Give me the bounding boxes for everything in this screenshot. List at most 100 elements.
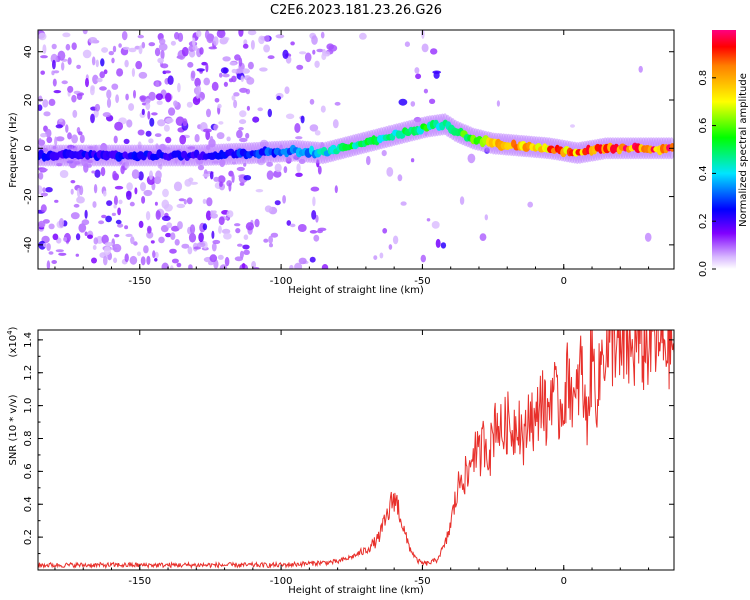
heatmap-noise-blob: [133, 241, 138, 246]
heatmap-noise-blob: [52, 233, 59, 241]
heatmap-noise-blob: [151, 112, 158, 116]
heatmap-noise-blob: [644, 232, 652, 242]
heatmap-noise-blob: [267, 108, 272, 118]
heatmap-noise-blob: [173, 100, 178, 107]
heatmap-noise-blob: [194, 77, 201, 88]
heatmap-noise-blob: [154, 251, 159, 259]
heatmap-noise-blob: [239, 137, 248, 143]
heatmap-noise-blob: [233, 92, 240, 97]
heatmap-noise-blob: [250, 40, 255, 50]
heatmap-noise-blob: [189, 181, 198, 185]
heatmap-noise-blob: [206, 197, 213, 207]
heatmap-noise-blob: [212, 239, 221, 245]
heatmap-noise-blob: [125, 93, 129, 101]
heatmap-noise-blob: [231, 95, 236, 101]
heatmap-noise-blob: [257, 107, 264, 112]
heatmap-noise-blob: [274, 200, 281, 206]
heatmap-noise-blob: [71, 134, 78, 144]
heatmap-y-tick-label: -20: [23, 188, 34, 204]
heatmap-noise-blob: [165, 117, 174, 124]
heatmap-noise-blob: [38, 95, 43, 103]
heatmap-noise-blob: [141, 41, 146, 49]
heatmap-noise-blob: [209, 135, 214, 143]
heatmap-noise-blob: [118, 199, 123, 205]
snr-y-tick-label: 1.4: [23, 332, 34, 348]
heatmap-noise-blob: [179, 134, 187, 145]
heatmap-noise-blob: [146, 231, 154, 239]
heatmap-noise-blob: [168, 107, 176, 116]
heatmap-noise-blob: [163, 124, 170, 132]
heatmap-noise-blob: [143, 245, 149, 254]
heatmap-noise-blob: [40, 204, 47, 213]
heatmap-noise-blob: [315, 214, 319, 223]
heatmap-noise-blob: [58, 218, 65, 228]
snr-multiplier: (x104): [6, 326, 19, 357]
heatmap-noise-blob: [160, 225, 169, 233]
snr-background: [38, 330, 674, 570]
heatmap-noise-blob: [162, 188, 169, 198]
heatmap-noise-blob: [117, 223, 124, 228]
heatmap-noise-blob: [243, 249, 250, 255]
heatmap-noise-blob: [236, 129, 243, 139]
colorbar-tick-label: 0.6: [698, 118, 709, 134]
heatmap-noise-blob: [316, 48, 324, 53]
heatmap-noise-blob: [190, 70, 196, 79]
heatmap-noise-blob: [410, 158, 415, 163]
heatmap-noise-blob: [141, 196, 146, 204]
heatmap-noise-blob: [99, 71, 105, 79]
heatmap-noise-blob: [46, 260, 51, 269]
snr-xlabel: Height of straight line (km): [288, 585, 424, 596]
heatmap-noise-blob: [295, 172, 303, 177]
heatmap-noise-blob: [148, 91, 156, 101]
heatmap-noise-blob: [154, 133, 162, 138]
heatmap-noise-blob: [72, 109, 78, 118]
heatmap-noise-blob: [170, 40, 176, 46]
snr-multiplier-exp: 4: [6, 330, 14, 335]
heatmap-noise-blob: [131, 68, 135, 77]
figure-title: C2E6.2023.181.23.26.G26: [270, 3, 442, 18]
heatmap-noise-blob: [53, 90, 62, 94]
snr-y-tick-label: 0.8: [23, 431, 34, 447]
heatmap-noise-blob: [386, 167, 394, 177]
heatmap-noise-blob: [79, 134, 85, 144]
heatmap-noise-blob: [320, 31, 325, 39]
heatmap-noise-blob: [75, 253, 80, 257]
heatmap-noise-blob: [238, 57, 243, 67]
heatmap-noise-blob: [266, 161, 273, 167]
heatmap-noise-blob: [166, 222, 173, 229]
heatmap-noise-blob: [152, 250, 156, 259]
snr-x-tick-label: -150: [128, 576, 151, 587]
heatmap-noise-blob: [137, 251, 141, 257]
heatmap-noise-blob: [59, 170, 69, 178]
colorbar-ticks: 0.0 0.2 0.4 0.6 0.8: [698, 70, 716, 277]
heatmap-y-ticks: -40 -20 0 20 40: [23, 45, 674, 253]
heatmap-noise-blob: [638, 65, 643, 73]
heatmap-noise-blob: [125, 233, 133, 237]
heatmap-noise-blob: [415, 73, 422, 80]
heatmap-noise-blob: [141, 108, 145, 116]
heatmap-noise-blob: [220, 67, 229, 74]
heatmap-noise-blob: [52, 59, 56, 70]
heatmap-noise-blob: [67, 57, 72, 65]
heatmap-noise-blob: [334, 185, 338, 194]
heatmap-noise-blob: [243, 234, 249, 240]
heatmap-noise-blob: [104, 242, 114, 247]
heatmap-noise-blob: [52, 78, 57, 87]
heatmap-noise-blob: [176, 203, 186, 209]
heatmap-noise-blob: [158, 236, 165, 244]
colorbar-tick-label: 0.0: [698, 261, 709, 277]
heatmap-noise-blob: [435, 238, 441, 248]
heatmap-noise-blob: [285, 113, 295, 120]
heatmap-noise-blob: [247, 30, 257, 36]
heatmap-noise-blob: [311, 210, 317, 220]
heatmap-noise-blob: [90, 85, 95, 91]
heatmap-noise-blob: [245, 222, 254, 231]
heatmap-noise-blob: [211, 242, 217, 252]
heatmap-noise-blob: [63, 236, 68, 242]
heatmap-noise-blob: [115, 219, 122, 225]
snr-panel: -150 -100 -50 0 0.2 0.4 0.6 0.8 1.0 1.2 1.4 Heigh…: [6, 326, 675, 596]
heatmap-noise-blob: [138, 171, 144, 181]
heatmap-noise-blob: [160, 49, 165, 60]
heatmap-noise-blob: [165, 232, 172, 238]
heatmap-noise-blob: [235, 228, 241, 234]
